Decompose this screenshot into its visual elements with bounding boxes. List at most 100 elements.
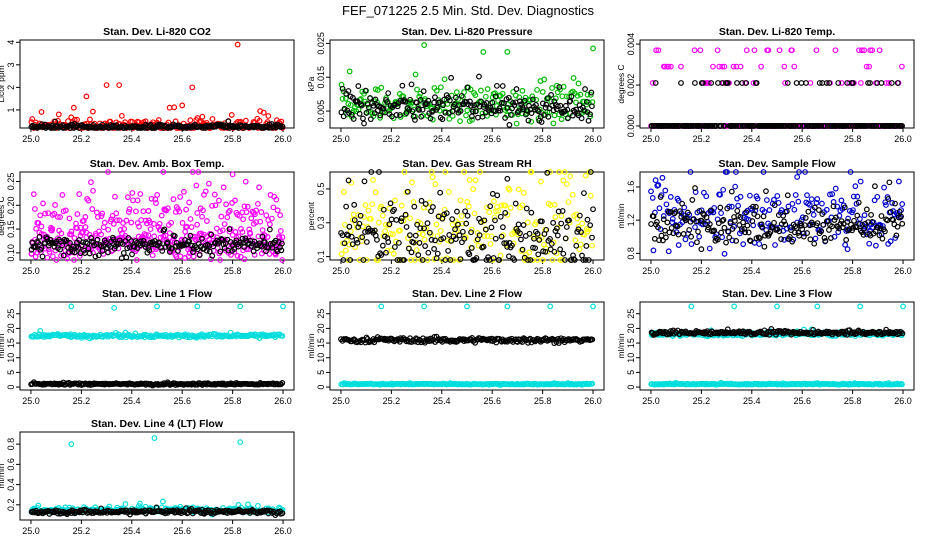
data-point xyxy=(340,189,347,195)
data-point xyxy=(116,217,123,224)
data-point xyxy=(136,223,142,230)
data-point xyxy=(717,191,723,198)
data-point xyxy=(83,234,90,241)
data-point xyxy=(552,95,559,102)
data-point xyxy=(697,47,704,54)
data-point xyxy=(114,217,120,224)
x-tick-label: 25.2 xyxy=(383,266,401,276)
data-point xyxy=(552,214,559,221)
data-point xyxy=(30,191,37,198)
data-point xyxy=(415,252,422,258)
data-point xyxy=(457,108,464,114)
x-tick-label: 25.6 xyxy=(483,134,501,144)
data-point xyxy=(437,189,444,196)
data-point xyxy=(566,217,572,224)
data-point xyxy=(497,107,504,114)
data-point xyxy=(120,250,127,256)
data-point xyxy=(753,80,760,86)
data-point xyxy=(171,104,178,111)
data-point xyxy=(478,98,485,105)
panel-title: Stan. Dev. Line 1 Flow xyxy=(102,288,213,300)
data-point xyxy=(277,212,284,219)
data-point xyxy=(540,112,547,118)
data-point xyxy=(103,82,110,89)
data-point xyxy=(472,108,479,115)
data-point xyxy=(363,239,370,245)
data-point xyxy=(68,441,75,448)
data-point xyxy=(791,63,798,70)
data-point xyxy=(760,169,767,175)
data-point xyxy=(137,191,144,197)
data-point xyxy=(561,169,568,175)
data-point xyxy=(412,232,419,239)
data-point xyxy=(554,232,561,239)
data-point xyxy=(781,63,788,70)
data-point xyxy=(725,228,732,235)
data-point xyxy=(763,197,770,204)
data-point xyxy=(485,254,492,261)
data-point xyxy=(776,47,783,54)
data-point xyxy=(665,63,672,70)
x-tick-label: 26.0 xyxy=(274,526,292,536)
data-point xyxy=(279,257,286,263)
data-point xyxy=(234,252,241,259)
data-point xyxy=(238,226,244,232)
data-point xyxy=(37,327,44,334)
data-point xyxy=(412,257,418,263)
data-point xyxy=(187,216,194,222)
data-point xyxy=(780,212,787,219)
data-point xyxy=(538,119,545,125)
data-point xyxy=(484,204,490,211)
y-tick-label: 5 xyxy=(316,370,326,375)
data-point xyxy=(88,179,94,186)
data-point xyxy=(557,246,564,253)
data-point xyxy=(550,120,557,127)
data-point xyxy=(841,204,848,211)
data-point xyxy=(226,228,233,235)
data-point xyxy=(542,248,549,255)
data-point xyxy=(558,116,565,123)
data-point xyxy=(665,208,672,215)
data-point xyxy=(734,80,740,86)
data-point xyxy=(194,303,201,310)
data-point xyxy=(116,237,123,244)
data-point xyxy=(457,256,464,263)
scatter-points xyxy=(28,303,286,389)
data-point xyxy=(257,331,264,338)
y-tick-label: 1 xyxy=(6,107,16,112)
data-point xyxy=(483,257,490,263)
data-point xyxy=(259,227,266,233)
data-point xyxy=(417,96,424,103)
data-point xyxy=(35,502,42,509)
data-point xyxy=(71,257,77,263)
data-point xyxy=(782,221,789,228)
data-point xyxy=(492,93,499,100)
data-point xyxy=(881,184,887,191)
data-point xyxy=(405,245,412,252)
data-point xyxy=(573,99,579,106)
data-point xyxy=(142,244,149,250)
data-point xyxy=(660,213,667,219)
data-point xyxy=(45,242,52,249)
data-point xyxy=(791,206,798,213)
data-point xyxy=(159,248,166,254)
x-tick-label: 25.2 xyxy=(73,266,91,276)
data-point xyxy=(731,303,738,310)
data-point xyxy=(543,226,550,233)
data-point xyxy=(526,249,533,256)
data-point xyxy=(375,219,382,226)
data-point xyxy=(193,182,200,189)
data-point xyxy=(829,191,836,197)
data-point xyxy=(760,331,767,337)
data-point xyxy=(391,206,398,213)
data-point xyxy=(205,180,212,187)
data-point xyxy=(551,201,558,208)
data-point xyxy=(412,71,419,78)
y-tick-label: 0.15 xyxy=(6,220,16,238)
data-point xyxy=(807,236,814,243)
data-point xyxy=(390,231,396,238)
data-point xyxy=(123,254,130,261)
data-point xyxy=(850,207,856,214)
data-point xyxy=(784,192,791,199)
x-tick-label: 26.0 xyxy=(894,266,912,276)
